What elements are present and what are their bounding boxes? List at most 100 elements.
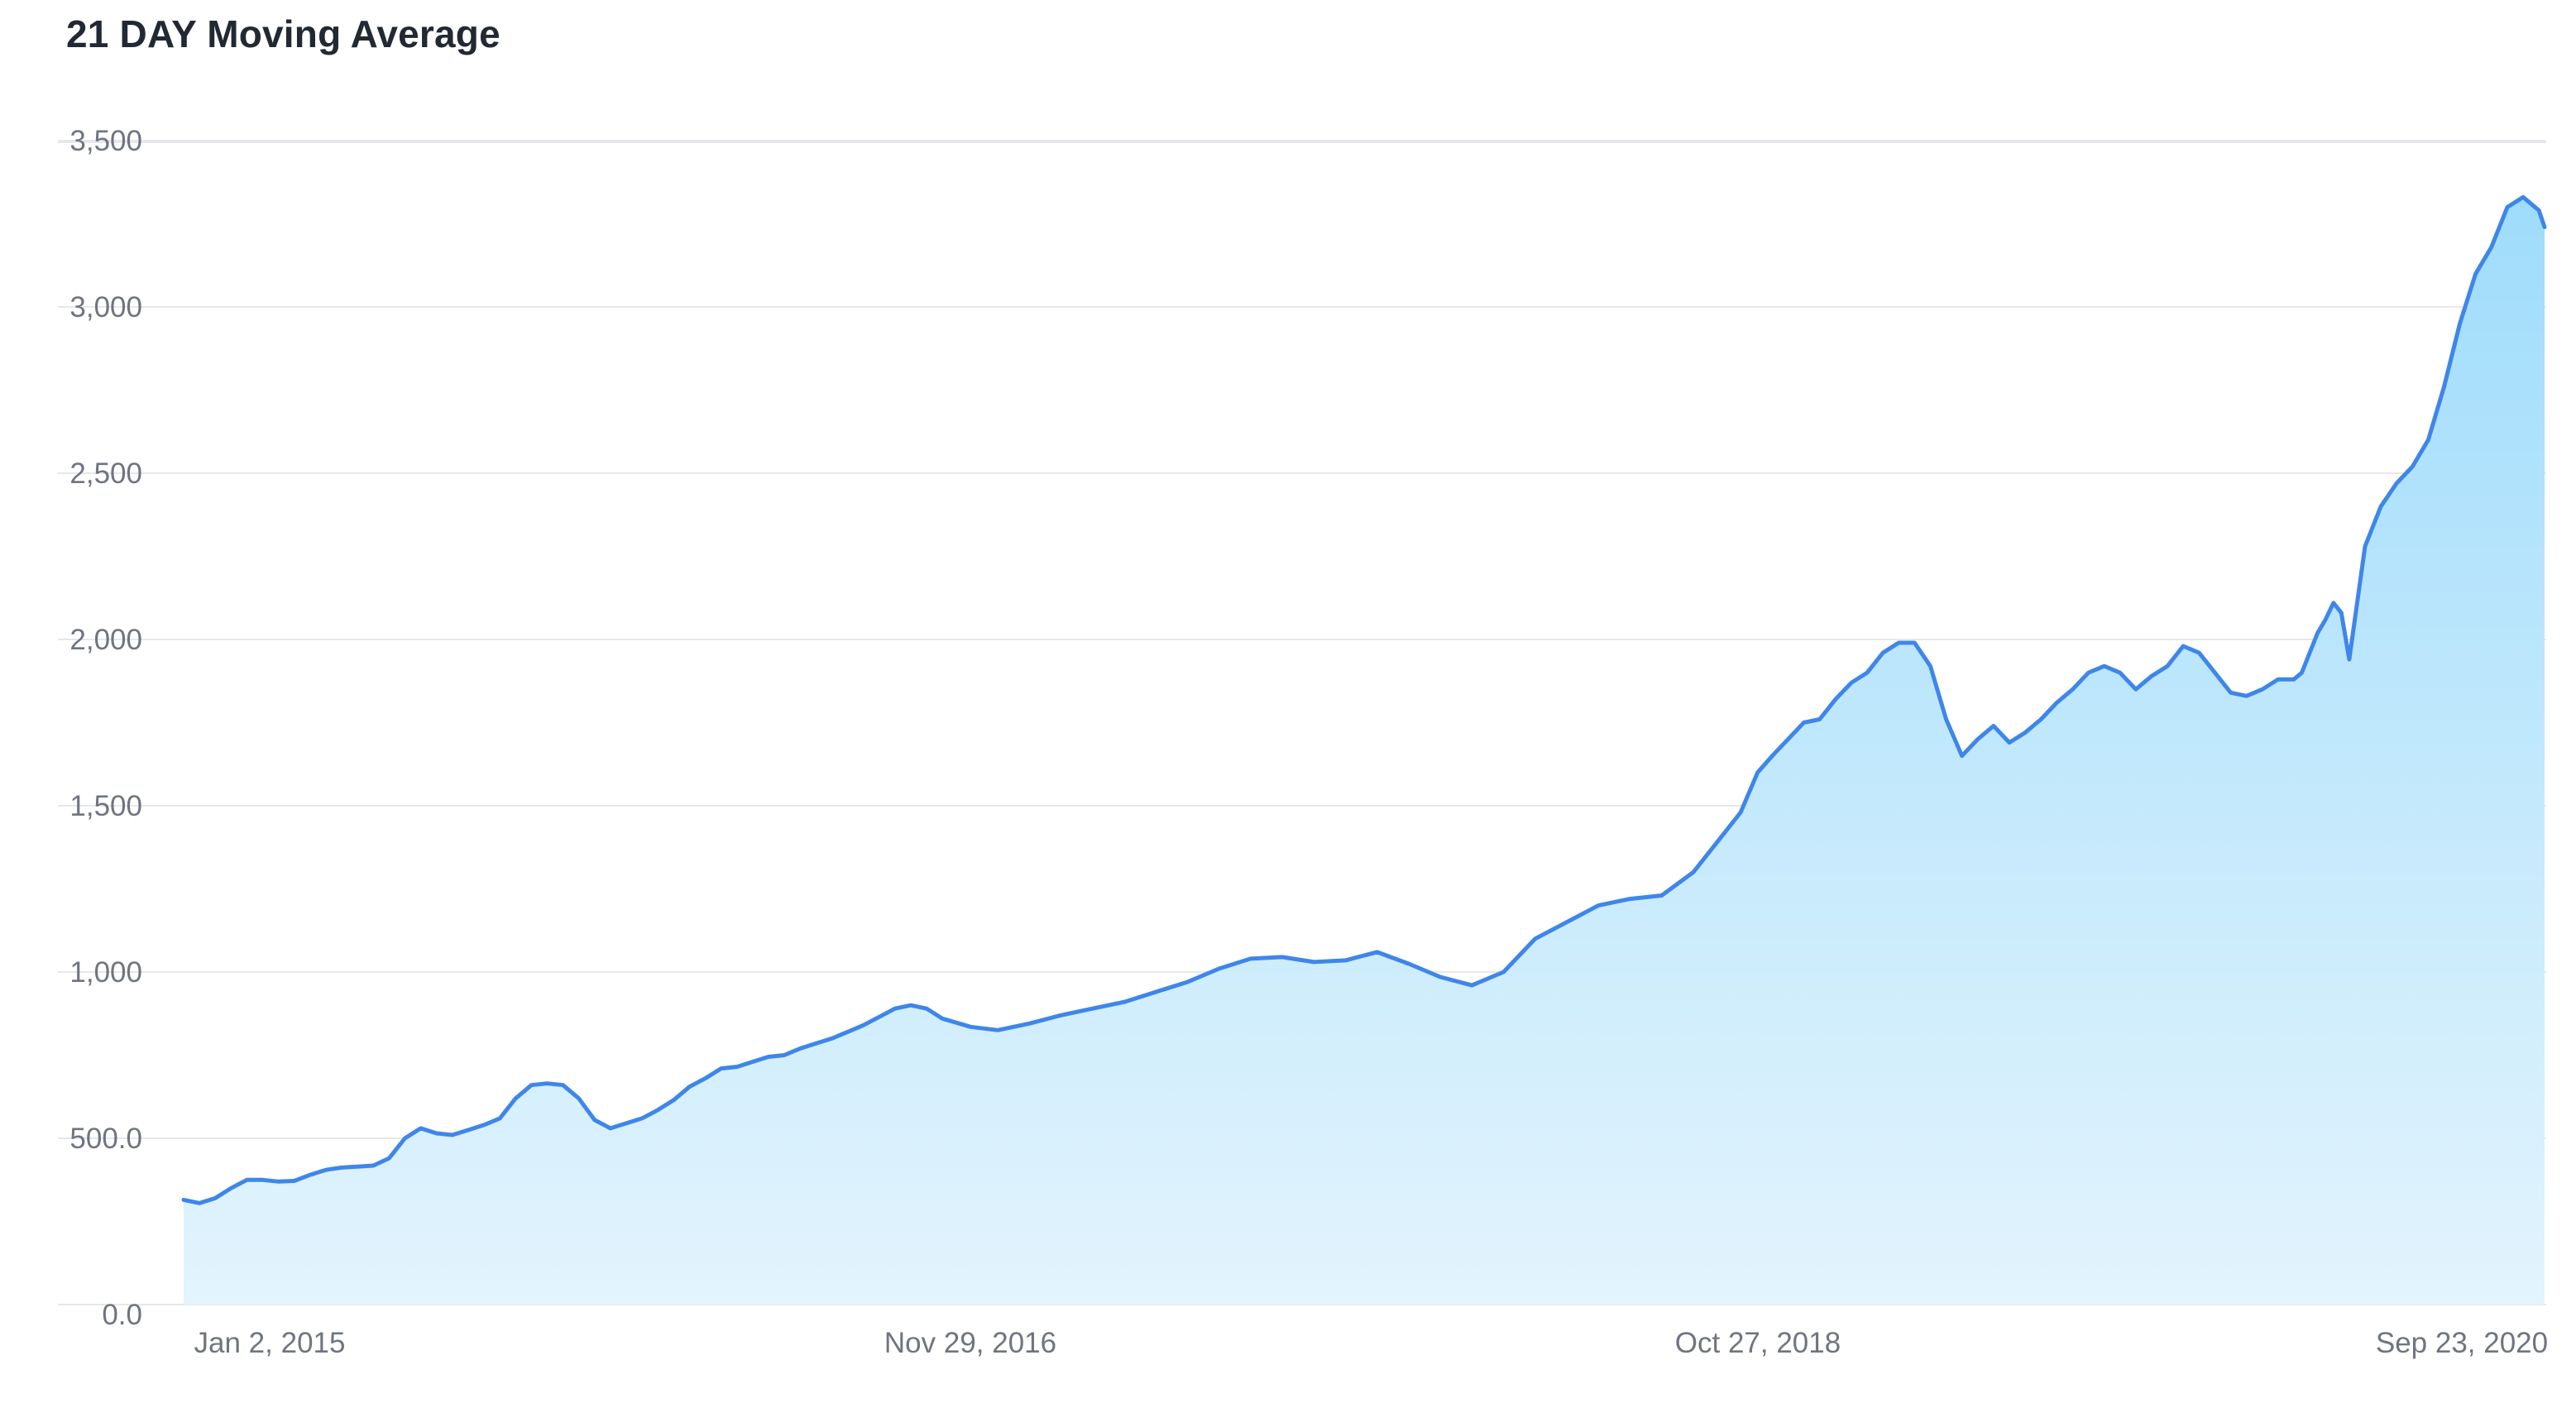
data-point-57[interactable] [1214,964,1224,974]
data-point-55[interactable] [1151,987,1161,997]
data-point-77[interactable] [1784,735,1793,745]
data-point-115[interactable] [2336,608,2346,618]
data-point-10[interactable] [337,1162,347,1172]
data-point-63[interactable] [1404,959,1414,969]
data-point-64[interactable] [1435,972,1445,982]
data-point-120[interactable] [2407,462,2417,472]
data-point-95[interactable] [2068,684,2078,694]
data-point-97[interactable] [2100,661,2109,671]
data-point-15[interactable] [416,1123,426,1133]
data-point-99[interactable] [2131,684,2141,694]
data-point-86[interactable] [1926,661,1936,671]
data-point-28[interactable] [621,1118,631,1128]
data-point-20[interactable] [495,1113,505,1123]
data-point-90[interactable] [1989,721,1999,731]
data-point-12[interactable] [368,1161,378,1171]
data-point-42[interactable] [843,1027,853,1037]
data-point-41[interactable] [827,1033,837,1043]
data-point-84[interactable] [1894,638,1903,648]
data-point-116[interactable] [2344,654,2354,664]
data-point-48[interactable] [937,1013,947,1023]
data-point-26[interactable] [590,1115,600,1125]
data-point-110[interactable] [2297,668,2307,678]
data-point-114[interactable] [2329,598,2339,608]
data-point-109[interactable] [2289,674,2299,684]
data-point-21[interactable] [510,1094,520,1104]
data-point-58[interactable] [1246,954,1256,964]
data-point-92[interactable] [2020,728,2030,738]
data-point-117[interactable] [2360,541,2370,551]
data-point-23[interactable] [543,1079,553,1089]
data-point-16[interactable] [432,1128,442,1138]
data-point-91[interactable] [2004,738,2014,748]
data-point-81[interactable] [1846,678,1856,687]
data-point-14[interactable] [400,1133,410,1143]
data-point-113[interactable] [2320,615,2330,625]
data-point-60[interactable] [1309,957,1319,967]
data-point-34[interactable] [716,1064,726,1074]
data-point-69[interactable] [1593,901,1603,911]
data-point-104[interactable] [2210,668,2220,678]
data-point-44[interactable] [874,1012,884,1022]
data-point-51[interactable] [1024,1018,1034,1028]
data-point-36[interactable] [748,1057,758,1067]
data-point-111[interactable] [2305,648,2315,658]
data-point-19[interactable] [479,1120,489,1130]
data-point-106[interactable] [2242,691,2252,701]
data-point-9[interactable] [321,1165,331,1175]
data-point-18[interactable] [463,1125,473,1135]
data-point-7[interactable] [290,1176,299,1186]
data-point-93[interactable] [2036,715,2046,725]
data-point-43[interactable] [859,1020,869,1030]
data-point-4[interactable] [242,1175,251,1185]
data-point-13[interactable] [384,1153,394,1163]
data-point-121[interactable] [2423,435,2433,445]
data-point-87[interactable] [1942,715,1951,725]
data-point-65[interactable] [1467,980,1477,990]
data-point-122[interactable] [2440,382,2449,392]
data-point-96[interactable] [2084,668,2094,678]
data-point-31[interactable] [668,1095,678,1105]
data-point-56[interactable] [1182,977,1192,987]
data-point-76[interactable] [1767,751,1777,761]
data-point-83[interactable] [1878,648,1888,658]
data-point-74[interactable] [1736,807,1745,817]
data-point-29[interactable] [637,1113,647,1123]
data-point-66[interactable] [1499,967,1509,977]
data-point-118[interactable] [2376,501,2386,511]
data-point-50[interactable] [993,1025,1003,1035]
data-point-82[interactable] [1862,668,1872,678]
data-point-59[interactable] [1277,952,1287,962]
data-point-72[interactable] [1688,867,1698,877]
data-point-79[interactable] [1815,715,1825,725]
data-point-39[interactable] [795,1044,805,1054]
data-point-35[interactable] [732,1062,742,1072]
data-point-47[interactable] [922,1003,931,1013]
data-point-32[interactable] [685,1082,695,1092]
data-point-61[interactable] [1341,955,1351,965]
data-point-6[interactable] [274,1176,284,1186]
data-point-78[interactable] [1799,718,1809,728]
data-point-46[interactable] [906,1000,916,1010]
data-point-70[interactable] [1625,894,1635,904]
data-point-89[interactable] [1973,735,1983,745]
data-point-25[interactable] [574,1094,584,1104]
data-point-52[interactable] [1056,1010,1066,1020]
data-point-103[interactable] [2194,648,2204,658]
data-point-127[interactable] [2518,192,2528,202]
data-point-112[interactable] [2313,628,2323,638]
data-point-5[interactable] [258,1175,268,1185]
data-point-2[interactable] [210,1193,220,1203]
data-point-3[interactable] [226,1183,236,1193]
data-point-30[interactable] [653,1105,663,1115]
data-point-11[interactable] [352,1161,362,1171]
data-point-22[interactable] [526,1080,536,1090]
data-point-88[interactable] [1957,751,1967,761]
data-point-49[interactable] [965,1022,975,1032]
data-point-123[interactable] [2455,318,2465,328]
data-point-73[interactable] [1720,827,1730,837]
data-point-67[interactable] [1530,934,1540,944]
data-point-62[interactable] [1372,947,1382,957]
data-point-126[interactable] [2502,202,2512,212]
data-point-38[interactable] [779,1051,789,1061]
